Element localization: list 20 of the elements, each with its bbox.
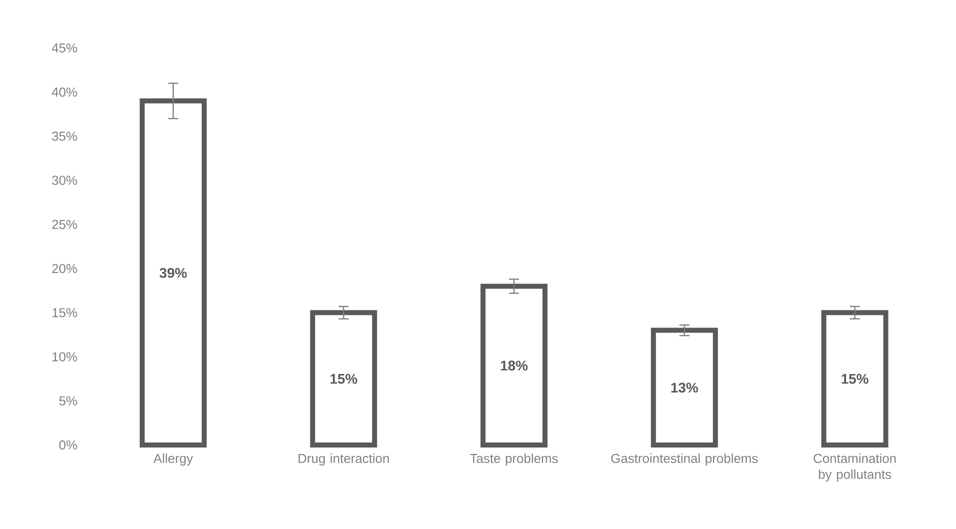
- data-label: 15%: [842, 374, 868, 384]
- y-tick-label: 30%: [52, 176, 78, 185]
- y-tick-label: 45%: [52, 43, 78, 53]
- data-label: 18%: [500, 360, 528, 371]
- y-tick-label: 15%: [52, 308, 78, 318]
- x-tick-label: Drug interaction: [298, 454, 389, 466]
- data-label: 15%: [330, 374, 358, 384]
- y-tick-label: 40%: [52, 88, 78, 97]
- y-tick-label: 0%: [59, 440, 78, 450]
- data-label: 39%: [160, 268, 187, 278]
- y-tick-label: 25%: [52, 220, 78, 230]
- y-tick-label: 10%: [52, 352, 78, 362]
- y-tick-label: 20%: [52, 264, 78, 274]
- x-tick-label: Allergy: [153, 454, 193, 466]
- x-tick-label: Contamination by pollutants: [814, 454, 896, 482]
- x-tick-label: Taste problems: [470, 454, 558, 466]
- x-tick-label: Gastrointestinal problems: [611, 454, 758, 466]
- data-label: 13%: [671, 382, 698, 393]
- y-tick-label: 35%: [52, 132, 78, 141]
- y-tick-label: 5%: [59, 396, 78, 406]
